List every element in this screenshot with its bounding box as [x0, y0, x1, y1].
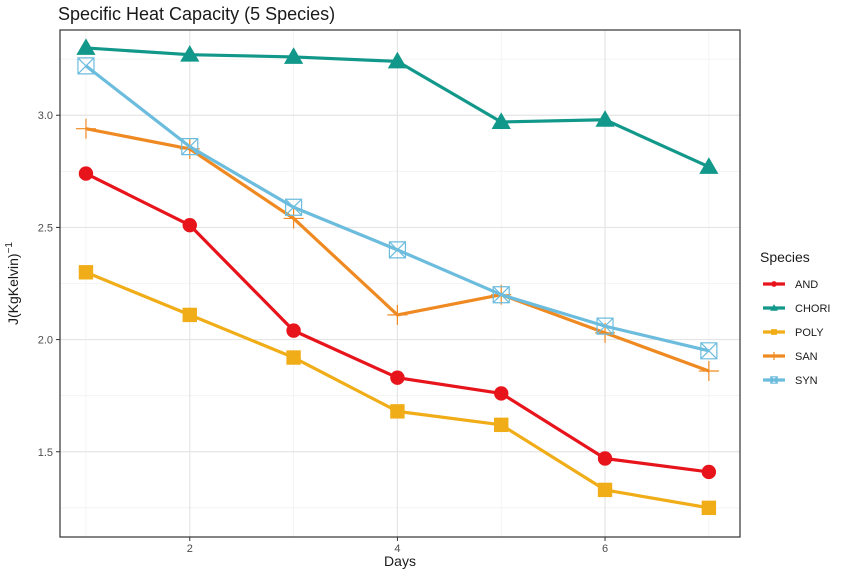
- data-point: [284, 198, 303, 216]
- y-axis-title: J(KgKelvin)−1: [4, 242, 21, 325]
- data-point: [701, 500, 717, 516]
- legend: Species AND CHORI POLY SAN SYN: [760, 249, 830, 387]
- data-point: [491, 112, 511, 129]
- data-point: [494, 417, 509, 433]
- legend-item-chori: CHORI: [763, 303, 830, 315]
- data-point: [387, 51, 408, 69]
- data-point: [492, 286, 510, 304]
- x-axis-title: Days: [384, 553, 416, 569]
- data-point: [390, 404, 405, 419]
- data-point: [283, 47, 304, 64]
- data-point: [597, 482, 613, 498]
- y-axis-title-sup: −1: [4, 242, 15, 254]
- data-point: [182, 217, 197, 233]
- x-tick-label: 6: [602, 543, 608, 555]
- legend-swatch-marker: [771, 281, 777, 287]
- data-point: [78, 166, 94, 181]
- grid: [60, 30, 740, 537]
- y-tick-label: 2.0: [38, 335, 53, 347]
- data-point: [283, 208, 304, 229]
- data-point: [76, 38, 96, 55]
- legend-item-syn: SYN: [763, 375, 818, 387]
- legend-label: POLY: [795, 327, 824, 339]
- series-san: [75, 118, 719, 381]
- series-chori: [76, 38, 719, 174]
- data-point: [181, 138, 199, 156]
- data-point: [286, 323, 301, 338]
- data-point: [286, 350, 301, 365]
- legend-title: Species: [760, 249, 810, 265]
- data-point: [494, 386, 509, 401]
- data-point: [701, 464, 717, 480]
- axis-ticks: 2 4 6 1.5 2.0 2.5 3.0: [38, 110, 608, 555]
- data-point: [78, 265, 94, 280]
- data-point: [388, 241, 407, 259]
- x-tick-label: 4: [394, 543, 400, 555]
- data-point: [597, 451, 613, 466]
- data-point: [77, 57, 95, 75]
- data-point: [699, 157, 719, 174]
- legend-label: AND: [795, 279, 818, 291]
- y-tick-label: 1.5: [38, 447, 53, 459]
- legend-item-san: SAN: [763, 351, 818, 363]
- y-axis-title-main: J(KgKelvin): [5, 253, 21, 325]
- legend-item-poly: POLY: [763, 327, 824, 339]
- legend-swatch-marker: [770, 376, 778, 384]
- data-point: [698, 360, 719, 381]
- legend-label: CHORI: [795, 303, 830, 315]
- data-point: [387, 304, 408, 325]
- series-lines: [75, 38, 719, 516]
- series-poly: [78, 265, 717, 516]
- plot-border: [59, 29, 741, 538]
- legend-item-and: AND: [763, 279, 818, 291]
- data-point: [596, 317, 614, 335]
- legend-label: SYN: [795, 375, 818, 387]
- data-point: [390, 370, 405, 385]
- legend-swatch-marker: [770, 304, 778, 311]
- y-tick-label: 3.0: [38, 110, 53, 122]
- data-point: [75, 118, 96, 139]
- series-syn: [77, 57, 718, 360]
- data-point: [700, 342, 718, 360]
- chart-title: Specific Heat Capacity (5 Species): [58, 4, 335, 24]
- x-tick-label: 2: [187, 543, 193, 555]
- data-point: [595, 110, 615, 127]
- legend-swatch-marker: [770, 352, 778, 360]
- series-and: [78, 166, 717, 480]
- y-tick-label: 2.5: [38, 222, 53, 234]
- data-point: [182, 307, 197, 323]
- legend-swatch-marker: [771, 329, 777, 335]
- legend-label: SAN: [795, 351, 818, 363]
- data-point: [180, 45, 200, 62]
